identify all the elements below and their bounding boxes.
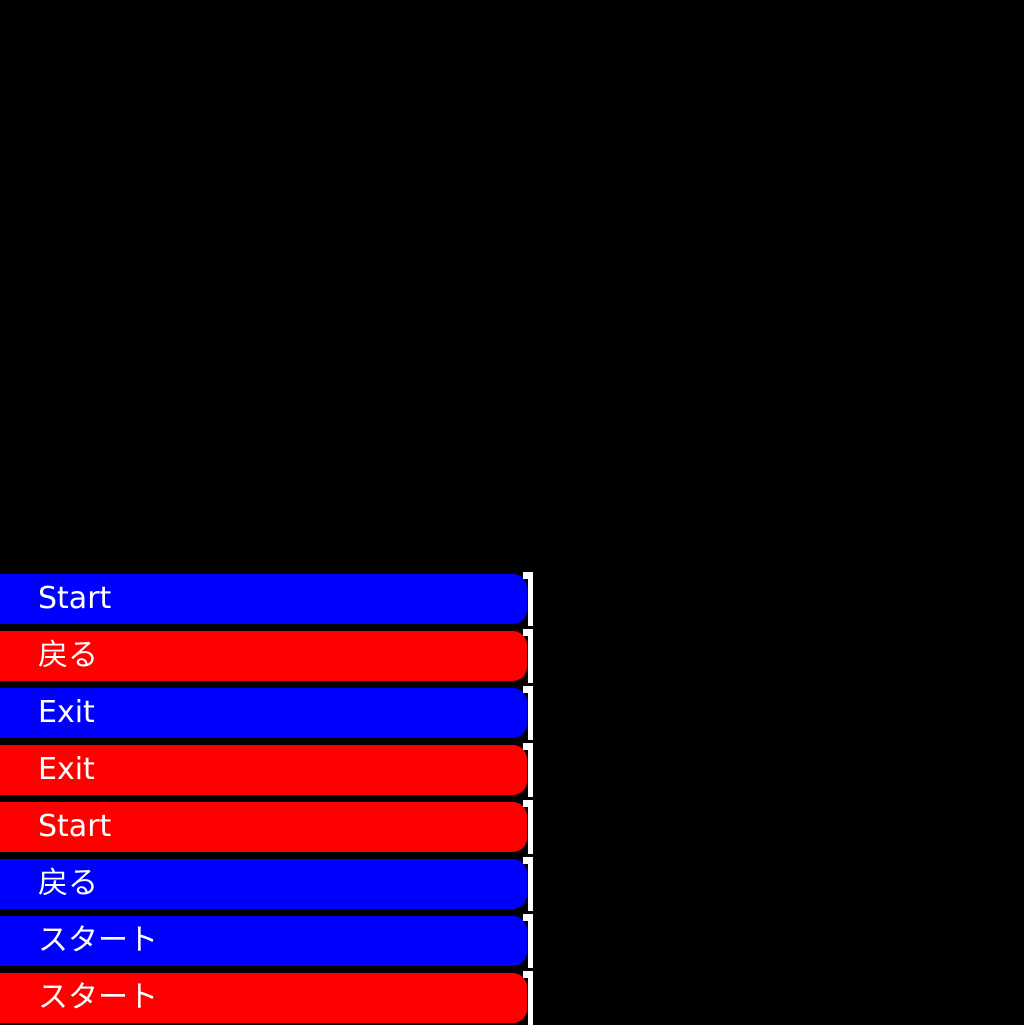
corner-notch-icon <box>523 629 528 636</box>
button-label: 戻る <box>38 638 98 673</box>
button-exit-blue-1[interactable]: Exit <box>0 688 527 738</box>
button-sutaato-blue-1[interactable]: スタート <box>0 916 527 966</box>
right-edge-strip <box>528 914 533 968</box>
button-row: Exit <box>0 686 533 740</box>
button-label: 戻る <box>38 866 98 901</box>
corner-notch-icon <box>523 800 528 807</box>
button-label: Start <box>38 809 112 844</box>
right-edge-strip <box>528 743 533 797</box>
button-row: Start <box>0 572 533 626</box>
button-label: スタート <box>38 923 158 958</box>
button-label: スタート <box>38 980 158 1015</box>
button-modoru-red-1[interactable]: 戻る <box>0 631 527 681</box>
corner-notch-icon <box>523 686 528 693</box>
button-sutaato-red-1[interactable]: スタート <box>0 973 527 1023</box>
button-row: 戻る <box>0 857 533 911</box>
button-label: Start <box>38 581 112 616</box>
button-label: Exit <box>38 752 95 787</box>
button-stack: Start 戻る Exit Exit <box>0 572 533 1025</box>
corner-notch-icon <box>523 971 528 978</box>
button-modoru-blue-1[interactable]: 戻る <box>0 859 527 909</box>
right-edge-strip <box>528 800 533 854</box>
right-edge-strip <box>528 686 533 740</box>
button-start-red-1[interactable]: Start <box>0 802 527 852</box>
right-edge-strip <box>528 629 533 683</box>
button-row: スタート <box>0 971 533 1025</box>
button-row: 戻る <box>0 629 533 683</box>
button-row: スタート <box>0 914 533 968</box>
right-edge-strip <box>528 971 533 1025</box>
button-label: Exit <box>38 695 95 730</box>
right-edge-strip <box>528 572 533 626</box>
corner-notch-icon <box>523 914 528 921</box>
button-start-blue-1[interactable]: Start <box>0 574 527 624</box>
corner-notch-icon <box>523 857 528 864</box>
corner-notch-icon <box>523 743 528 750</box>
corner-notch-icon <box>523 572 528 579</box>
right-edge-strip <box>528 857 533 911</box>
button-exit-red-1[interactable]: Exit <box>0 745 527 795</box>
button-row: Start <box>0 800 533 854</box>
button-row: Exit <box>0 743 533 797</box>
